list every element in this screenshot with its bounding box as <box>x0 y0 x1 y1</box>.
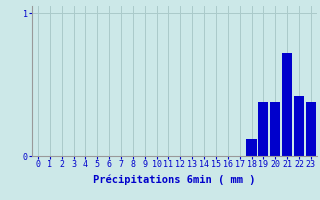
Bar <box>270 102 280 156</box>
Bar <box>282 53 292 156</box>
X-axis label: Précipitations 6min ( mm ): Précipitations 6min ( mm ) <box>93 175 256 185</box>
Bar <box>306 102 316 156</box>
Bar <box>258 102 268 156</box>
Bar <box>294 96 304 156</box>
Bar <box>246 139 257 156</box>
